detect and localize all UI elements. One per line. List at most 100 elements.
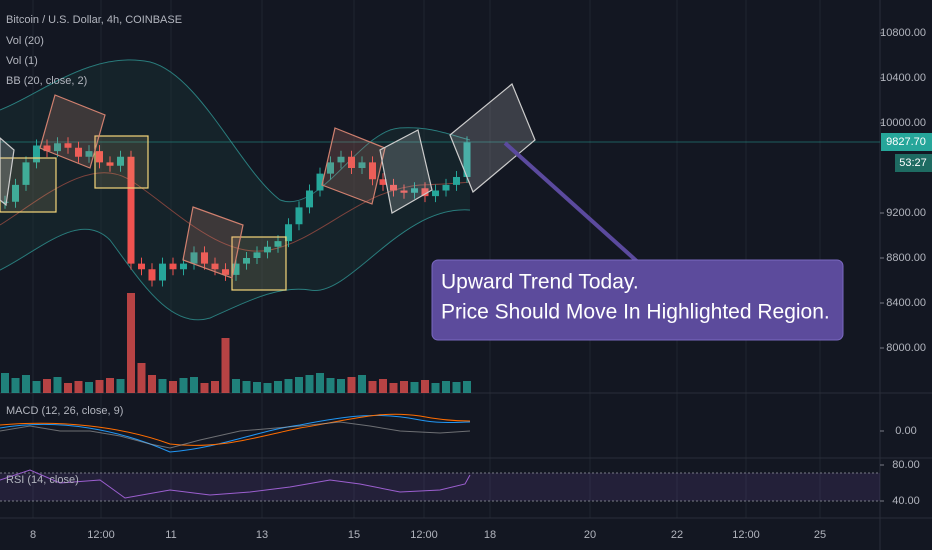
- rsi-label: RSI (14, close): [6, 474, 79, 486]
- candle: [348, 156, 355, 168]
- candle: [379, 179, 387, 185]
- candle: [295, 207, 303, 225]
- highlight-boxes: [0, 83, 536, 291]
- candle: [211, 263, 219, 270]
- candle: [148, 269, 156, 281]
- indicator-label: Vol (20): [6, 35, 44, 47]
- symbol-title: Bitcoin / U.S. Dollar, 4h, COINBASE: [6, 14, 182, 26]
- candle: [274, 241, 282, 247]
- volume-bar: [211, 381, 219, 393]
- candle: [463, 142, 471, 177]
- candle: [411, 188, 418, 193]
- volume-bar: [337, 379, 345, 393]
- price-tick-label: 10000.00: [880, 117, 926, 129]
- volume-bar: [32, 381, 41, 393]
- callout-text: Price Should Move In Highlighted Region.: [441, 301, 830, 324]
- price-tick-label: 8000.00: [886, 342, 926, 354]
- candle: [222, 269, 229, 275]
- time-tick-label: 25: [814, 529, 826, 541]
- candle: [159, 263, 166, 281]
- volume-bar: [400, 381, 408, 393]
- volume-bar: [379, 379, 387, 393]
- volume-bar: [85, 382, 93, 393]
- callout-box: [431, 259, 844, 341]
- candle: [337, 156, 345, 163]
- macd-tick-label: 0.00: [895, 425, 916, 437]
- candle: [190, 252, 198, 264]
- callout-text: Upward Trend Today.: [441, 271, 639, 294]
- price-tick-label: 9200.00: [886, 207, 926, 219]
- time-tick-label: 22: [671, 529, 683, 541]
- volume-bar: [274, 381, 282, 393]
- volume-bar: [410, 382, 419, 393]
- candle: [33, 145, 40, 163]
- volume-bar: [95, 380, 104, 393]
- time-tick-label: 15: [348, 529, 360, 541]
- volume-bar: [368, 381, 377, 393]
- price-tick-label: 10400.00: [880, 72, 926, 84]
- volume-bar: [253, 382, 261, 393]
- volume-bar: [452, 382, 461, 393]
- price-tick-label: 10800.00: [880, 27, 926, 39]
- candle: [400, 190, 408, 193]
- volume-bar: [158, 379, 167, 393]
- time-tick-label: 18: [484, 529, 496, 541]
- time-tick-label: 12:00: [732, 529, 760, 541]
- volume-bar: [53, 377, 62, 393]
- volume-bar: [305, 375, 314, 393]
- time-tick-label: 13: [256, 529, 268, 541]
- candle: [442, 184, 450, 191]
- time-tick-label: 12:00: [410, 529, 438, 541]
- candle: [253, 252, 261, 258]
- candle: [264, 246, 271, 253]
- time-tick-label: 12:00: [87, 529, 115, 541]
- candle: [169, 263, 177, 270]
- candle: [327, 162, 334, 174]
- candle: [138, 263, 145, 270]
- indicator-label: Vol (1): [6, 55, 38, 67]
- candles: [1, 136, 471, 393]
- candle: [232, 263, 240, 275]
- volume-bar: [11, 378, 20, 393]
- volume-bar: [64, 383, 72, 393]
- candle: [22, 162, 30, 185]
- candle: [390, 184, 397, 191]
- volume-bar: [421, 380, 429, 393]
- price-tick-label: 8800.00: [886, 252, 926, 264]
- volume-bar: [389, 383, 398, 393]
- price-tick-label: 8400.00: [886, 297, 926, 309]
- callout-arrow: [503, 141, 642, 266]
- candle: [358, 162, 366, 168]
- bollinger-bands: [0, 59, 471, 321]
- rsi-tick-label: 80.00: [892, 459, 920, 471]
- candle: [43, 145, 51, 152]
- rsi-tick-label: 40.00: [892, 495, 920, 507]
- volume-bar: [74, 381, 83, 393]
- indicator-label: BB (20, close, 2): [6, 75, 87, 87]
- volume-bar: [284, 379, 293, 393]
- candle: [96, 151, 103, 163]
- volume-bar: [442, 381, 450, 393]
- volume-bar: [316, 373, 324, 393]
- price-tag: [881, 133, 932, 151]
- candle: [453, 177, 460, 185]
- volume-bar: [1, 373, 9, 393]
- candle: [106, 162, 114, 166]
- volume-bar: [263, 383, 272, 393]
- volume-bar: [200, 383, 209, 393]
- candle: [432, 190, 439, 197]
- volume-bar: [43, 379, 51, 393]
- candle: [75, 147, 82, 157]
- candle: [85, 151, 93, 157]
- candle: [64, 143, 72, 148]
- time-tick-label: 8: [30, 529, 36, 541]
- candle: [316, 173, 324, 191]
- volume-bar: [347, 377, 356, 393]
- volume-bar: [179, 378, 188, 393]
- volume-bar: [190, 377, 198, 393]
- candle: [54, 143, 61, 152]
- candle: [285, 224, 292, 242]
- candle: [369, 162, 376, 180]
